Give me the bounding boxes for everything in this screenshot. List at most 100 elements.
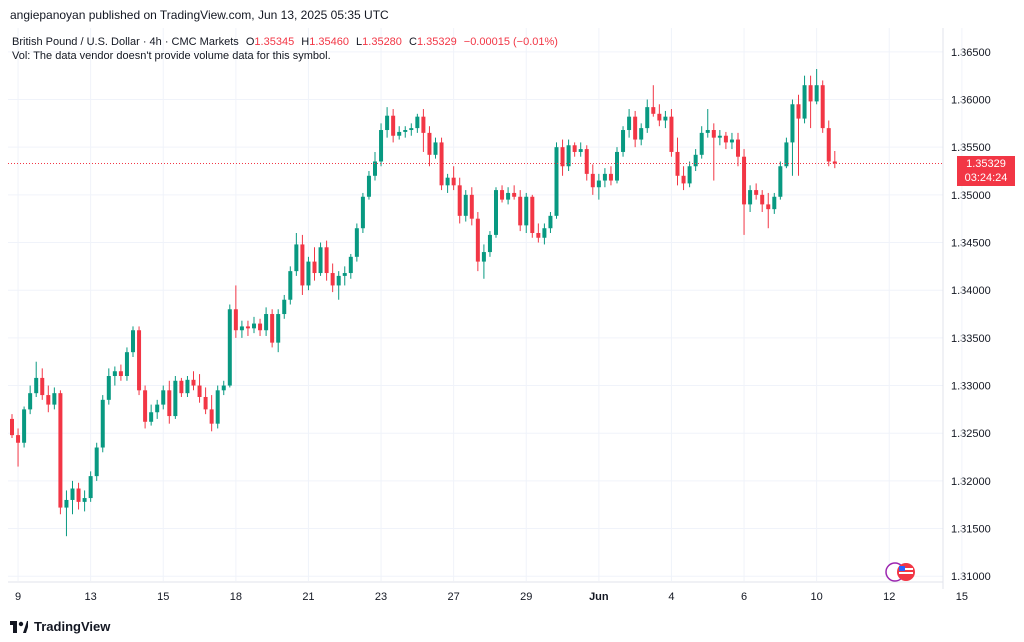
candle-body[interactable] bbox=[203, 396, 208, 410]
symbol-name[interactable]: British Pound / U.S. Dollar · 4h · CMC M… bbox=[12, 36, 239, 48]
candle-body[interactable] bbox=[173, 380, 178, 417]
candle-body[interactable] bbox=[215, 390, 220, 424]
candle-body[interactable] bbox=[590, 173, 595, 188]
candle-body[interactable] bbox=[22, 409, 27, 443]
candle-body[interactable] bbox=[494, 190, 498, 235]
candle-body[interactable] bbox=[300, 244, 305, 286]
candle-body[interactable] bbox=[560, 147, 565, 167]
candle-body[interactable] bbox=[258, 323, 263, 331]
candle-body[interactable] bbox=[760, 194, 765, 205]
candle-body[interactable] bbox=[481, 252, 486, 262]
candle-body[interactable] bbox=[197, 385, 202, 397]
candle-body[interactable] bbox=[415, 116, 420, 129]
candle-body[interactable] bbox=[264, 314, 269, 331]
candle-body[interactable] bbox=[451, 177, 456, 186]
event-badges[interactable] bbox=[884, 561, 920, 588]
candle-body[interactable] bbox=[475, 218, 480, 262]
candle-body[interactable] bbox=[409, 128, 414, 131]
candle-body[interactable] bbox=[639, 128, 644, 140]
candle-body[interactable] bbox=[239, 326, 244, 331]
candle-body[interactable] bbox=[705, 130, 710, 133]
candle-body[interactable] bbox=[433, 142, 438, 155]
candle-body[interactable] bbox=[645, 107, 650, 129]
candle-body[interactable] bbox=[766, 204, 771, 210]
candle-body[interactable] bbox=[463, 194, 468, 216]
candle-body[interactable] bbox=[330, 273, 335, 286]
candle-body[interactable] bbox=[500, 190, 505, 200]
candle-body[interactable] bbox=[554, 147, 559, 216]
candle-body[interactable] bbox=[179, 380, 184, 394]
candle-body[interactable] bbox=[233, 309, 238, 331]
candle-body[interactable] bbox=[772, 196, 777, 210]
candle-body[interactable] bbox=[155, 404, 160, 413]
candle-body[interactable] bbox=[221, 385, 226, 391]
candle-body[interactable] bbox=[185, 379, 190, 394]
candle-body[interactable] bbox=[820, 85, 825, 129]
candle-body[interactable] bbox=[397, 131, 402, 136]
candle-body[interactable] bbox=[736, 139, 740, 157]
candle-body[interactable] bbox=[548, 215, 553, 229]
candle-body[interactable] bbox=[76, 488, 81, 502]
candle-body[interactable] bbox=[699, 132, 704, 155]
candle-body[interactable] bbox=[131, 330, 135, 353]
candle-body[interactable] bbox=[52, 393, 57, 405]
candle-body[interactable] bbox=[143, 390, 148, 422]
candle-body[interactable] bbox=[106, 376, 111, 400]
candle-body[interactable] bbox=[723, 135, 728, 143]
candle-body[interactable] bbox=[88, 476, 93, 499]
candle-body[interactable] bbox=[46, 395, 51, 405]
candle-body[interactable] bbox=[191, 379, 196, 386]
candle-body[interactable] bbox=[112, 371, 117, 377]
candle-body[interactable] bbox=[627, 116, 632, 131]
candle-body[interactable] bbox=[288, 271, 293, 300]
candle-body[interactable] bbox=[711, 130, 716, 138]
candle-body[interactable] bbox=[602, 173, 607, 181]
candle-body[interactable] bbox=[802, 85, 807, 119]
candle-body[interactable] bbox=[808, 85, 813, 102]
candle-body[interactable] bbox=[306, 261, 311, 286]
footer-brand[interactable]: TradingView bbox=[10, 619, 110, 634]
candle-body[interactable] bbox=[28, 393, 33, 410]
candle-body[interactable] bbox=[161, 390, 166, 405]
candle-body[interactable] bbox=[354, 228, 359, 257]
candle-body[interactable] bbox=[778, 166, 783, 197]
candle-body[interactable] bbox=[342, 273, 347, 276]
candle-body[interactable] bbox=[427, 132, 432, 155]
candle-body[interactable] bbox=[282, 299, 287, 315]
candle-body[interactable] bbox=[536, 232, 541, 238]
candle-body[interactable] bbox=[651, 107, 656, 114]
candle-body[interactable] bbox=[832, 161, 837, 164]
candle-body[interactable] bbox=[360, 196, 365, 229]
candle-body[interactable] bbox=[669, 116, 674, 152]
candle-body[interactable] bbox=[209, 409, 214, 424]
candle-body[interactable] bbox=[34, 377, 39, 394]
candle-body[interactable] bbox=[252, 323, 256, 329]
candle-body[interactable] bbox=[167, 390, 172, 417]
candle-body[interactable] bbox=[366, 175, 371, 197]
candle-body[interactable] bbox=[16, 435, 21, 443]
candle-body[interactable] bbox=[318, 247, 323, 274]
candle-body[interactable] bbox=[58, 393, 63, 508]
candle-body[interactable] bbox=[796, 104, 801, 119]
candle-body[interactable] bbox=[40, 377, 45, 396]
candle-body[interactable] bbox=[621, 130, 626, 152]
candle-body[interactable] bbox=[403, 130, 408, 132]
candle-body[interactable] bbox=[748, 190, 753, 205]
candle-body[interactable] bbox=[10, 418, 14, 436]
candle-body[interactable] bbox=[149, 412, 154, 422]
candle-body[interactable] bbox=[124, 352, 129, 377]
candle-body[interactable] bbox=[270, 314, 275, 343]
candle-body[interactable] bbox=[681, 175, 686, 184]
candle-body[interactable] bbox=[336, 275, 341, 286]
candle-body[interactable] bbox=[379, 130, 384, 162]
candle-body[interactable] bbox=[717, 135, 722, 138]
candle-body[interactable] bbox=[784, 142, 789, 167]
candle-body[interactable] bbox=[276, 314, 281, 343]
candle-body[interactable] bbox=[790, 104, 795, 143]
candle-body[interactable] bbox=[94, 447, 99, 477]
candle-body[interactable] bbox=[385, 115, 390, 131]
candle-body[interactable] bbox=[518, 196, 523, 226]
candle-body[interactable] bbox=[445, 177, 450, 186]
candle-body[interactable] bbox=[578, 149, 583, 152]
candle-body[interactable] bbox=[615, 151, 619, 181]
